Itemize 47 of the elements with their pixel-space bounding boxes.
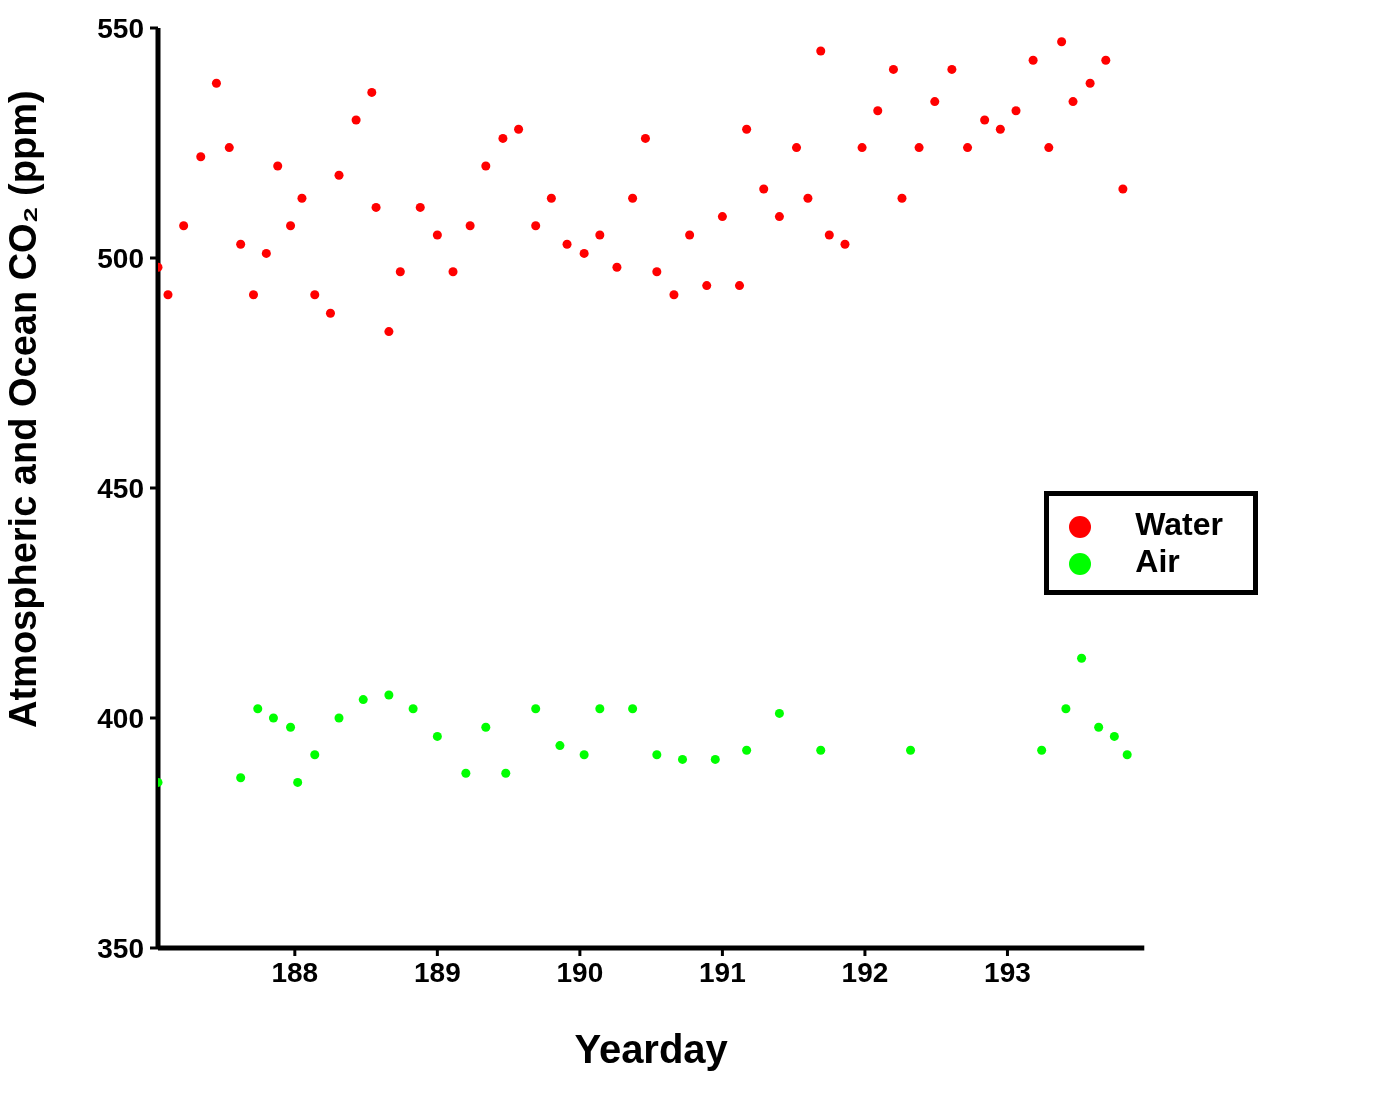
point (1109, 731, 1119, 741)
y-tick-label: 500 (97, 242, 144, 274)
y-tick-label: 350 (97, 932, 144, 964)
point (358, 695, 368, 705)
point (334, 713, 344, 723)
x-tick-label: 193 (984, 956, 1031, 988)
x-tick-label: 192 (841, 956, 889, 988)
x-tick-label: 188 (271, 956, 319, 988)
point (1077, 653, 1087, 663)
point (774, 708, 784, 718)
point (531, 704, 541, 714)
point (286, 722, 296, 732)
point (1094, 722, 1104, 732)
point (253, 704, 263, 714)
point (481, 722, 491, 732)
point (408, 704, 418, 714)
point (579, 750, 589, 760)
point (652, 750, 662, 760)
x-axis-title: Yearday (574, 1027, 729, 1071)
x-tick-label: 190 (556, 956, 604, 988)
point (628, 704, 638, 714)
point (1061, 704, 1071, 714)
point (432, 731, 442, 741)
point (310, 750, 320, 760)
point (384, 690, 394, 700)
x-tick-label: 189 (413, 956, 461, 988)
point (710, 754, 720, 764)
point (555, 741, 565, 751)
point (293, 777, 303, 787)
point (677, 754, 688, 764)
point (236, 773, 246, 783)
point (1037, 745, 1047, 755)
point (816, 745, 826, 755)
point (268, 713, 278, 723)
point (1122, 750, 1132, 760)
x-tick-label: 191 (699, 956, 746, 988)
legend-label: Water (1135, 506, 1223, 542)
point (461, 768, 471, 778)
point (595, 704, 605, 714)
y-tick-label: 450 (97, 472, 144, 504)
legend-label: Air (1135, 543, 1180, 579)
point (906, 745, 916, 755)
y-tick-label: 400 (97, 702, 144, 734)
point (501, 768, 511, 778)
point (742, 745, 752, 755)
y-axis-title: Atmospheric and Ocean CO₂ (ppm) (2, 90, 45, 728)
y-tick-label: 550 (97, 12, 144, 44)
